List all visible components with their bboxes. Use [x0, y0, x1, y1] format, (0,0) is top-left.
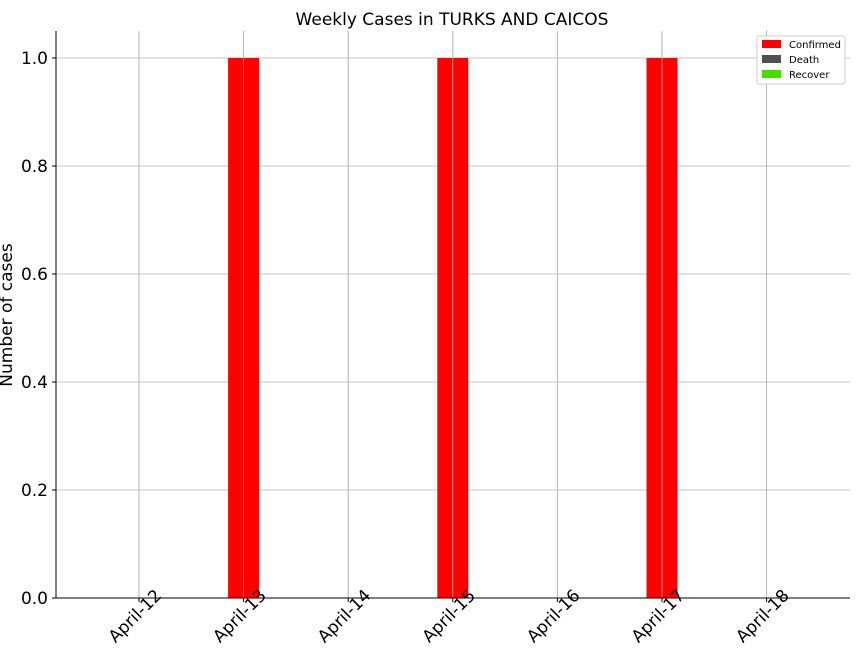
x-tick-label: April-14: [314, 586, 375, 647]
legend-swatch: [762, 70, 781, 78]
legend-swatch: [762, 40, 781, 48]
x-tick-label: April-18: [732, 586, 793, 647]
y-tick-label: 0.0: [21, 589, 48, 609]
x-tick-label: April-16: [523, 586, 584, 647]
y-tick-label: 0.4: [21, 373, 48, 393]
chart-title: Weekly Cases in TURKS AND CAICOS: [296, 10, 609, 30]
y-tick-label: 0.8: [21, 157, 48, 177]
y-tick-label: 0.2: [21, 481, 48, 501]
grid-overlay: [138, 31, 767, 598]
y-ticks: 0.0 0.2 0.4 0.6 0.8 1.0: [21, 49, 56, 609]
legend-label: Death: [789, 55, 819, 66]
legend: Confirmed Death Recover: [756, 35, 846, 85]
legend-label: Recover: [789, 70, 830, 81]
y-axis-label: Number of cases: [0, 243, 17, 387]
legend-label: Confirmed: [789, 40, 841, 51]
legend-swatch: [762, 55, 781, 63]
y-tick-label: 1.0: [21, 49, 48, 69]
y-tick-label: 0.6: [21, 265, 48, 285]
x-tick-label: April-12: [105, 586, 166, 647]
